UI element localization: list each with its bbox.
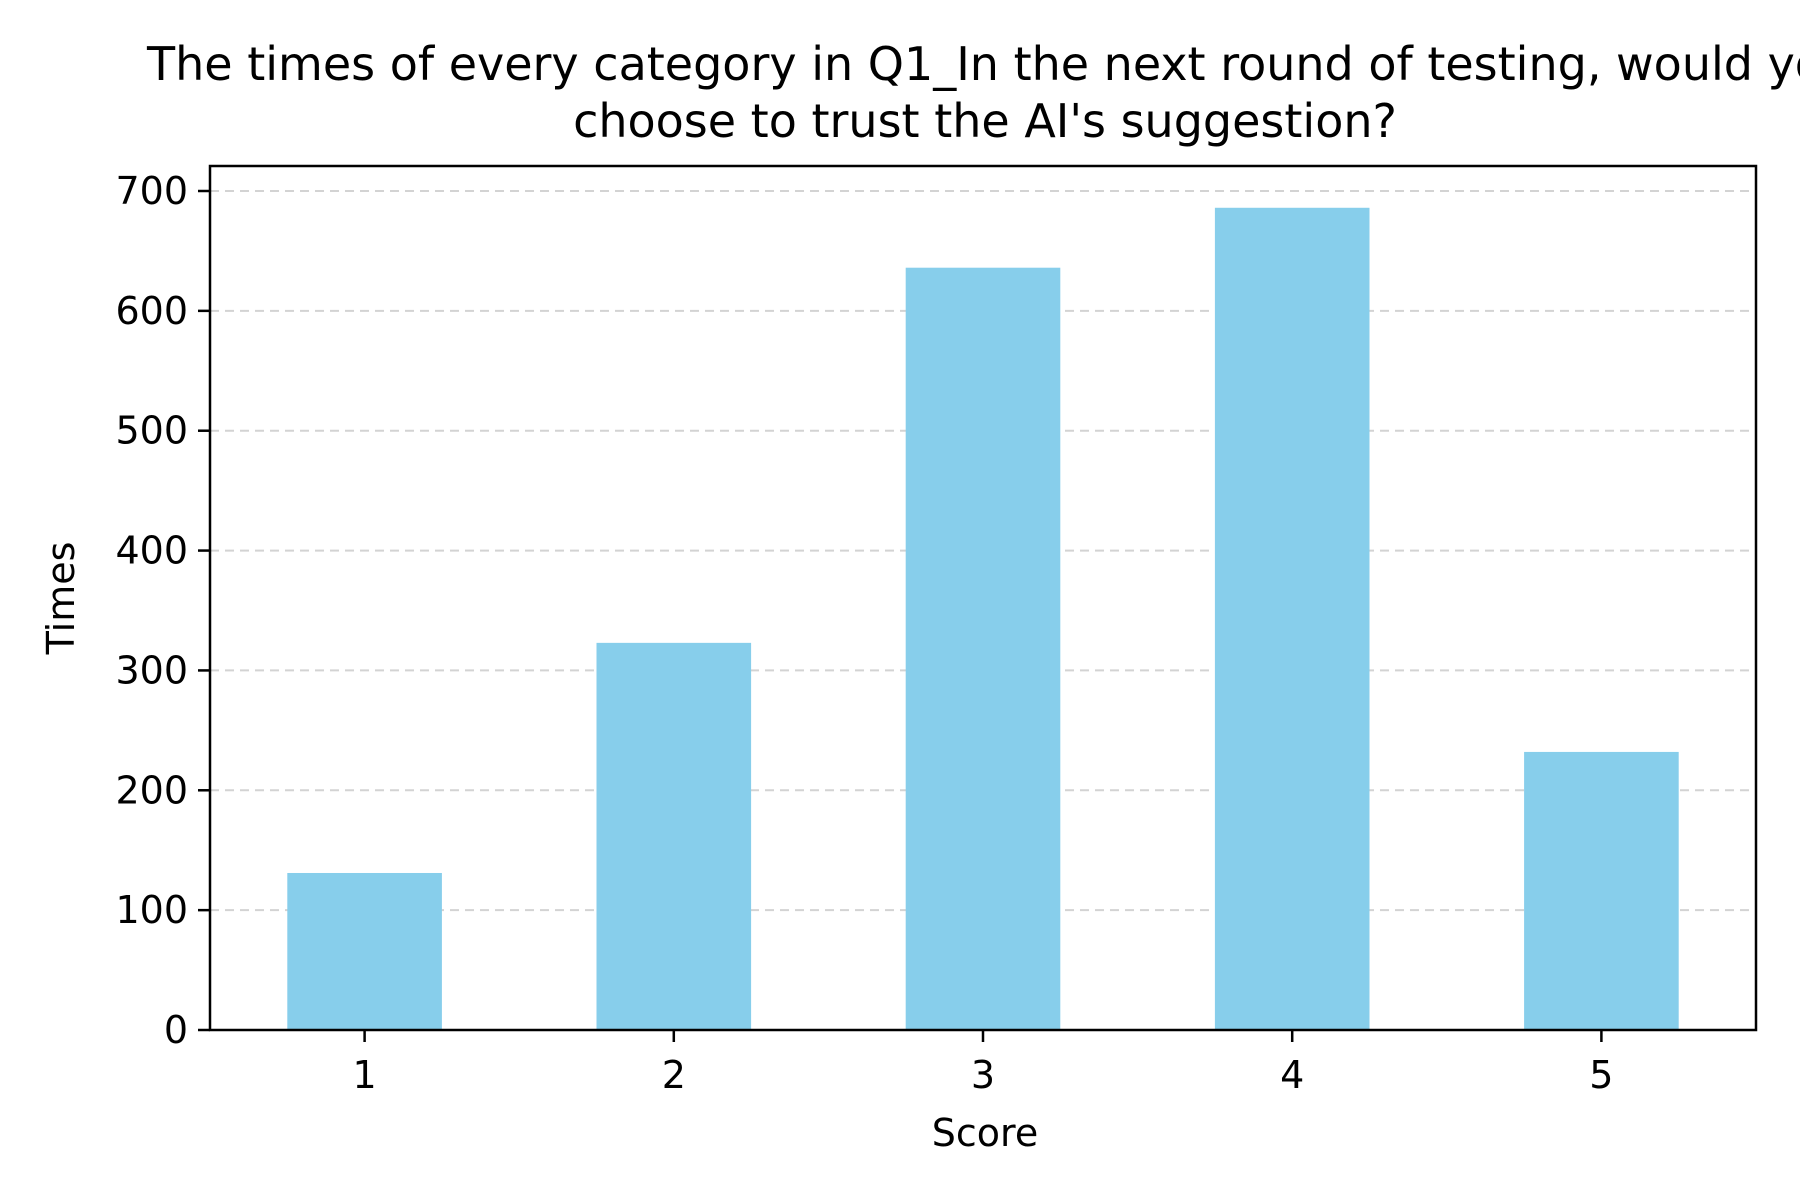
chart-title-line-1: The times of every category in Q1_In the… [146, 37, 1800, 91]
bar-score-1 [287, 872, 442, 1030]
x-tick-label-4: 4 [1280, 1053, 1304, 1097]
y-tick-label-500: 500 [115, 409, 188, 453]
x-tick-label-2: 2 [662, 1053, 686, 1097]
x-axis-label: Score [932, 1111, 1038, 1155]
chart-title-line-2: choose to trust the AI's suggestion? [573, 94, 1397, 148]
y-tick-label-400: 400 [115, 529, 188, 573]
bar-score-3 [905, 267, 1061, 1030]
y-tick-label-600: 600 [115, 289, 188, 333]
y-tick-label-100: 100 [115, 888, 188, 932]
bar-score-5 [1524, 751, 1679, 1030]
y-tick-label-700: 700 [115, 169, 188, 213]
bars [287, 207, 1679, 1030]
y-tick-label-200: 200 [115, 768, 188, 812]
bar-score-4 [1214, 207, 1370, 1030]
axes: 0 100 200 300 400 500 600 700 1 2 3 4 5 [115, 164, 1758, 1097]
x-tick-label-3: 3 [971, 1053, 995, 1097]
y-tick-label-300: 300 [115, 648, 188, 692]
y-tick-label-0: 0 [164, 1008, 188, 1052]
bar-score-2 [596, 642, 752, 1030]
x-tick-label-1: 1 [353, 1053, 377, 1097]
y-axis-label: Times [39, 542, 83, 656]
x-tick-label-5: 5 [1589, 1053, 1613, 1097]
